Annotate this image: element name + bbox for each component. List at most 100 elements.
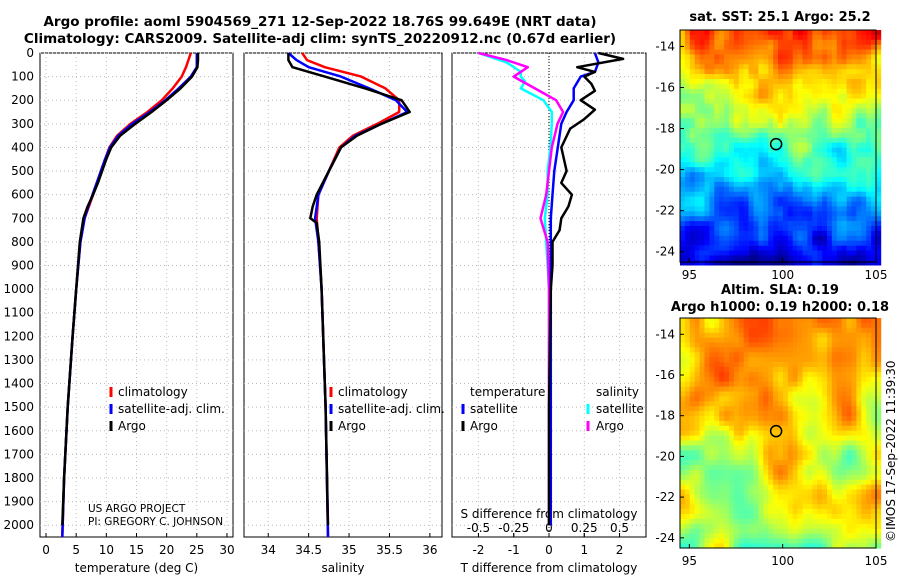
- sst-map-cell: [724, 191, 730, 197]
- sst-map-cell: [817, 103, 823, 109]
- sla-map-cell: [856, 460, 862, 466]
- sla-map-cell: [856, 332, 862, 338]
- sla-map-cell: [841, 406, 847, 412]
- sst-map-cell: [807, 118, 813, 124]
- sla-map-cell: [817, 371, 823, 378]
- sla-map-cell: [876, 484, 882, 490]
- sst-map-cell: [807, 255, 813, 261]
- sst-map-cell: [851, 142, 857, 148]
- sst-map-cell: [787, 30, 793, 36]
- sla-map-cell: [876, 322, 882, 329]
- sst-map-cell: [802, 108, 808, 114]
- sla-map-cell: [782, 337, 789, 343]
- sla-map-cell: [841, 352, 847, 358]
- sla-map-cell: [876, 327, 882, 333]
- sla-map-cell: [748, 514, 754, 520]
- sla-map-cell: [827, 479, 833, 485]
- sla-map-cell: [709, 362, 715, 368]
- sla-map-cell: [871, 420, 877, 427]
- sla-map-cell: [753, 322, 759, 329]
- sla-map-cell: [836, 543, 842, 549]
- sst-map-cell: [694, 206, 700, 212]
- sst-map-cell: [694, 162, 700, 168]
- sla-map-cell: [871, 386, 877, 392]
- sst-map-cell: [684, 137, 691, 143]
- sst-map-cell: [831, 39, 838, 45]
- sst-map-cell: [841, 250, 847, 256]
- sla-map-cell: [714, 489, 720, 495]
- sst-map-cell: [797, 157, 803, 163]
- sst-map-cell: [724, 39, 730, 45]
- sla-map-cell: [841, 499, 847, 505]
- sst-map-cell: [773, 255, 779, 261]
- sla-map-cell: [729, 371, 735, 378]
- temperature-series-2: [61, 53, 200, 526]
- sst-map-cell: [680, 152, 686, 158]
- sla-map-cell: [709, 347, 715, 353]
- sla-map-cell: [861, 411, 867, 417]
- sla-map-cell: [748, 440, 754, 446]
- sla-map-cell: [817, 367, 823, 373]
- sst-map-cell: [733, 64, 740, 70]
- sla-map-cell: [694, 445, 700, 451]
- sla-map-cell: [724, 357, 730, 363]
- sla-map-cell: [876, 538, 882, 544]
- sla-map-cell: [876, 416, 882, 422]
- sst-map-cell: [763, 54, 769, 60]
- sla-map-cell: [846, 509, 852, 515]
- sla-map-cell: [694, 425, 700, 431]
- sla-map-cell: [714, 435, 720, 441]
- sla-map-cell: [807, 430, 813, 436]
- sst-map-cell: [827, 201, 833, 207]
- sla-map-cell: [699, 352, 705, 358]
- sst-map-cell: [743, 177, 749, 183]
- sst-map-cell: [871, 245, 877, 251]
- sla-map-cell: [763, 533, 769, 539]
- sla-map-cell: [871, 357, 877, 363]
- sst-x-tick-label: 100: [771, 268, 794, 282]
- sst-map-cell: [836, 132, 842, 139]
- sla-map-cell: [743, 538, 749, 544]
- sst-map-cell: [836, 34, 842, 41]
- sla-map-cell: [871, 435, 877, 441]
- sst-map-cell: [797, 216, 803, 222]
- sst-map-cell: [782, 201, 789, 207]
- sst-map-cell: [738, 240, 744, 246]
- sla-map-cell: [719, 538, 725, 544]
- sla-map-cell: [763, 352, 769, 358]
- sst-map-cell: [724, 108, 730, 114]
- sst-map-cell: [758, 181, 764, 188]
- sla-map-cell: [817, 332, 823, 338]
- sla-map-cell: [792, 523, 798, 529]
- sst-map-cell: [704, 39, 710, 45]
- sst-map-cell: [792, 123, 798, 129]
- sst-map-cell: [768, 83, 774, 90]
- sla-map-cell: [680, 352, 686, 358]
- sst-map-cell: [851, 186, 857, 192]
- sla-map-cell: [729, 460, 735, 466]
- sst-map-cell: [733, 118, 740, 124]
- sst-map-cell: [802, 255, 808, 261]
- sla-map-cell: [699, 514, 705, 520]
- sst-map-cell: [861, 64, 867, 70]
- sla-map-cell: [836, 401, 842, 407]
- sst-map-cell: [856, 230, 862, 237]
- sst-map-cell: [836, 69, 842, 75]
- sla-map-cell: [738, 342, 744, 348]
- sst-map-cell: [704, 177, 710, 183]
- sla-map-cell: [689, 406, 695, 412]
- sst-map-cell: [846, 64, 852, 70]
- sst-map-cell: [797, 39, 803, 45]
- sst-map-cell: [876, 54, 882, 60]
- sst-map-cell: [861, 250, 867, 256]
- sla-map-cell: [684, 367, 691, 373]
- sst-map-cell: [743, 113, 749, 119]
- sla-map-cell: [822, 474, 828, 480]
- sst-map-cell: [871, 211, 877, 217]
- sla-map-cell: [827, 425, 833, 431]
- sla-map-cell: [782, 543, 789, 549]
- sla-map-cell: [856, 371, 862, 378]
- sla-map-cell: [684, 450, 691, 456]
- sst-map-cell: [724, 230, 730, 237]
- sst-map-cell: [812, 132, 818, 139]
